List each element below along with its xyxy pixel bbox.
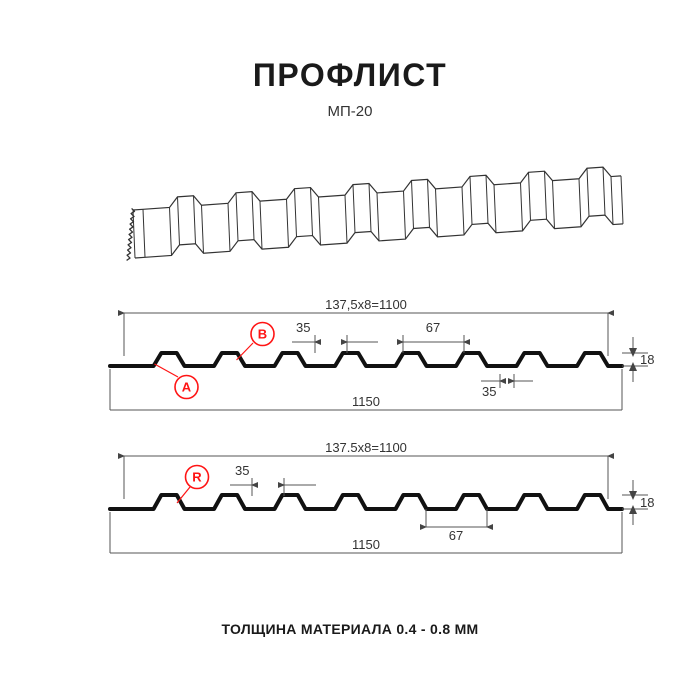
svg-text:67: 67 [449,528,463,543]
svg-text:1150: 1150 [352,537,380,552]
svg-text:35: 35 [482,384,496,399]
svg-text:137.5x8=1100: 137.5x8=1100 [325,440,407,455]
svg-text:18: 18 [640,495,654,510]
svg-text:B: B [258,327,267,342]
svg-text:R: R [192,470,202,485]
svg-text:1150: 1150 [352,394,380,409]
svg-text:A: A [182,380,192,395]
svg-text:18: 18 [640,352,654,367]
svg-text:137,5x8=1100: 137,5x8=1100 [325,297,407,312]
svg-text:35: 35 [235,463,249,478]
svg-text:35: 35 [296,320,310,335]
svg-text:67: 67 [426,320,440,335]
